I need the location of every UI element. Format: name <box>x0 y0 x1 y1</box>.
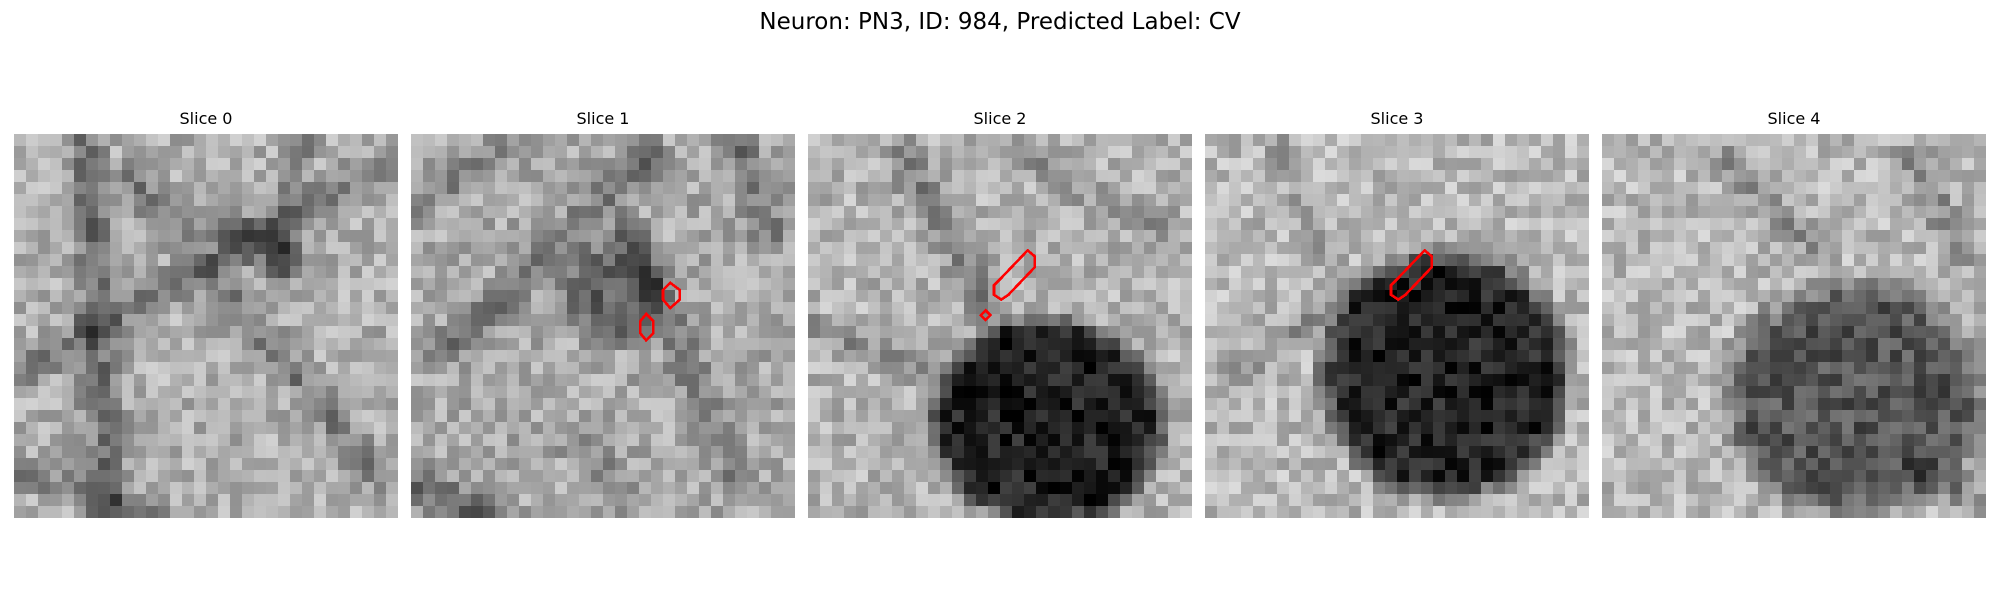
vesicle-contour <box>978 308 993 322</box>
vesicle-contour <box>1389 248 1434 302</box>
slice-title: Slice 0 <box>179 109 233 128</box>
slice-panel-4: Slice 4 <box>1602 108 1986 518</box>
grayscale-slice-image <box>1602 134 1986 518</box>
grayscale-slice-image <box>808 134 1192 518</box>
grayscale-slice-image <box>1205 134 1589 518</box>
slice-title: Slice 2 <box>973 109 1027 128</box>
slice-title: Slice 3 <box>1370 109 1424 128</box>
vesicle-contour <box>992 248 1037 302</box>
vesicle-contour <box>661 281 682 310</box>
grayscale-slice-image <box>411 134 795 518</box>
slice-panel-2: Slice 2 <box>808 108 1192 518</box>
vesicle-contour <box>638 312 655 343</box>
grayscale-slice-image <box>14 134 398 518</box>
slice-title: Slice 4 <box>1767 109 1821 128</box>
slice-panel-3: Slice 3 <box>1205 108 1589 518</box>
slice-panel-0: Slice 0 <box>14 108 398 518</box>
slice-panel-1: Slice 1 <box>411 108 795 518</box>
slice-title: Slice 1 <box>576 109 630 128</box>
figure-title: Neuron: PN3, ID: 984, Predicted Label: C… <box>759 9 1241 35</box>
